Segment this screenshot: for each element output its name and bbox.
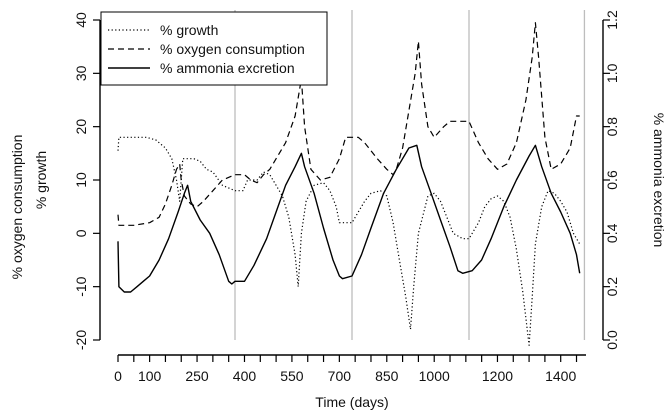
legend-label-ammonia: % ammonia excretion xyxy=(160,60,295,76)
left-tick-label: -20 xyxy=(73,330,89,350)
x-tick-label: 0 xyxy=(114,368,122,384)
right-y-axis: 0.0 0.2 0.4 0.6 0.8 1.0 1.2 xyxy=(602,10,620,350)
x-tick-label: 1400 xyxy=(545,368,576,384)
series-line-solid xyxy=(117,144,581,293)
right-tick-label: 0.8 xyxy=(604,117,620,137)
x-tick-label: 100 xyxy=(138,368,162,384)
y-axis-label-oxygen: % oxygen consumption xyxy=(9,135,25,280)
left-tick-label: 10 xyxy=(73,172,89,188)
x-tick-label: 250 xyxy=(185,368,209,384)
left-tick-label: 40 xyxy=(73,12,89,28)
x-tick-label: 1000 xyxy=(419,368,450,384)
legend-label-oxygen: % oxygen consumption xyxy=(160,41,305,57)
right-tick-label: 0.6 xyxy=(604,170,620,190)
vertical-gridlines xyxy=(234,10,586,340)
x-axis-label: Time (days) xyxy=(315,394,388,410)
series-line-dashed xyxy=(117,22,580,226)
left-tick-label: 0 xyxy=(73,229,89,237)
legend-label-growth: % growth xyxy=(160,22,218,38)
left-tick-label: 30 xyxy=(73,65,89,81)
series-layer xyxy=(117,22,581,346)
x-tick-label: 850 xyxy=(375,368,399,384)
left-tick-label: -10 xyxy=(73,276,89,296)
x-tick-label: 1200 xyxy=(482,368,513,384)
y-axis-label-growth: % growth xyxy=(33,151,49,209)
y-axis-label-ammonia: % ammonia excretion xyxy=(651,113,667,248)
right-tick-label: 1.2 xyxy=(604,10,620,30)
right-tick-label: 1.0 xyxy=(604,63,620,83)
right-tick-label: 0.2 xyxy=(604,277,620,297)
legend: % growth % oxygen consumption % ammonia … xyxy=(100,11,328,86)
series-line-dotted xyxy=(117,136,581,346)
x-tick-label: 700 xyxy=(328,368,352,384)
x-tick-label: 400 xyxy=(233,368,257,384)
right-tick-label: 0.4 xyxy=(604,223,620,243)
right-tick-label: 0.0 xyxy=(604,330,620,350)
x-tick-label: 550 xyxy=(280,368,304,384)
left-y-axis: -20 -10 0 10 20 30 40 xyxy=(73,12,101,350)
left-tick-label: 20 xyxy=(73,119,89,135)
x-axis: 0 100 250 400 550 700 850 1000 1200 1400 xyxy=(114,354,586,384)
